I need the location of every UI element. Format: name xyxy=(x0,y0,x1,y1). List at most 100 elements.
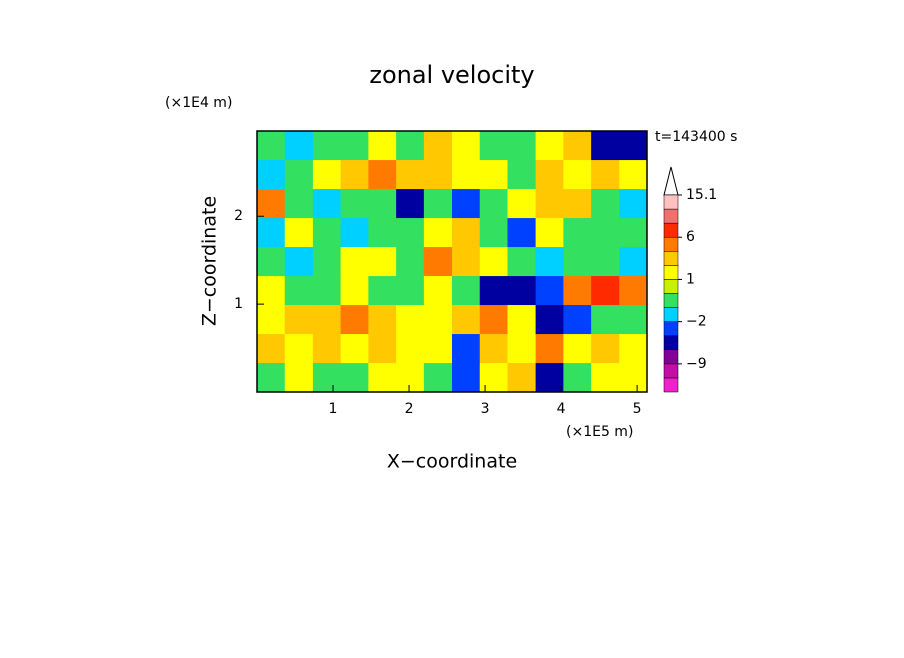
contour-cell xyxy=(284,362,314,393)
contour-cell xyxy=(591,333,620,364)
colorbar-bin xyxy=(663,208,679,224)
contour-cell xyxy=(479,188,508,219)
y-tick-label: 1 xyxy=(234,296,243,312)
contour-cell xyxy=(619,333,648,364)
colorbar-bin xyxy=(663,279,679,294)
contour-cell xyxy=(479,275,508,306)
contour-cell xyxy=(619,246,648,277)
contour-cell xyxy=(507,304,537,335)
contour-cell xyxy=(284,131,314,161)
contour-cell xyxy=(312,362,342,393)
contour-cell xyxy=(507,131,537,161)
contour-cell xyxy=(535,333,564,364)
contour-cell xyxy=(368,131,397,161)
y-unit: (×1E4 m) xyxy=(165,95,232,111)
contour-cell xyxy=(479,217,508,248)
contour-cell xyxy=(423,246,453,277)
contour-cell xyxy=(396,362,425,393)
contour-cell xyxy=(368,275,397,306)
colorbar-tick-label: 6 xyxy=(686,229,695,245)
contour-cell xyxy=(591,304,620,335)
contour-cell xyxy=(479,131,508,161)
colorbar-bin xyxy=(663,377,679,393)
contour-cell xyxy=(312,333,342,364)
time-label: t=143400 s xyxy=(655,129,737,145)
x-tick-label: 1 xyxy=(329,401,338,417)
contour-cell xyxy=(368,246,397,277)
colorbar-bin xyxy=(663,265,679,280)
contour-cell xyxy=(591,188,620,219)
contour-cell xyxy=(423,304,453,335)
contour-cell xyxy=(563,362,592,393)
contour-cell xyxy=(479,333,508,364)
colorbar-bin xyxy=(663,321,679,336)
contour-cell xyxy=(312,246,342,277)
contour-cell xyxy=(396,188,425,219)
contour-cell xyxy=(452,188,481,219)
contour-cell xyxy=(257,333,286,364)
contour-cell xyxy=(368,217,397,248)
contour-cell xyxy=(591,131,620,161)
contour-cell xyxy=(312,159,342,190)
contour-cell xyxy=(479,362,508,393)
contour-cell xyxy=(396,217,425,248)
contour-cell xyxy=(340,188,369,219)
contour-cell xyxy=(396,304,425,335)
contour-cell xyxy=(507,333,537,364)
contour-cell xyxy=(591,217,620,248)
contour-cell xyxy=(591,159,620,190)
contour-cell xyxy=(591,246,620,277)
contour-cell xyxy=(340,131,369,161)
contour-cell xyxy=(507,246,537,277)
contour-cell xyxy=(423,217,453,248)
contour-cell xyxy=(563,275,592,306)
contour-cell xyxy=(284,159,314,190)
contour-cell xyxy=(535,131,564,161)
contour-cell xyxy=(452,275,481,306)
contour-cell xyxy=(535,275,564,306)
contour-cell xyxy=(507,159,537,190)
contour-cell xyxy=(563,217,592,248)
contour-cell xyxy=(591,275,620,306)
contour-cell xyxy=(535,217,564,248)
contour-cell xyxy=(257,304,286,335)
contour-cell xyxy=(312,131,342,161)
x-tick-label: 3 xyxy=(481,401,490,417)
contour-cell xyxy=(340,246,369,277)
contour-cell xyxy=(619,217,648,248)
contour-cell xyxy=(423,131,453,161)
colorbar-tick-label: 1 xyxy=(686,271,695,287)
contour-cell xyxy=(619,131,648,161)
contour-cell xyxy=(479,304,508,335)
colorbar-bin xyxy=(663,335,679,351)
contour-cell xyxy=(257,217,286,248)
x-tick-label: 5 xyxy=(633,401,642,417)
contour-cell xyxy=(368,188,397,219)
contour-cell xyxy=(423,333,453,364)
contour-cell xyxy=(340,217,369,248)
colorbar-bin xyxy=(663,236,679,252)
contour-cell xyxy=(396,159,425,190)
contour-cell xyxy=(563,333,592,364)
contour-cell xyxy=(396,246,425,277)
colorbar-bin xyxy=(663,293,679,308)
colorbar-bin xyxy=(663,251,679,266)
contour-cell xyxy=(507,217,537,248)
contour-cell xyxy=(452,246,481,277)
contour-cell xyxy=(284,304,314,335)
colorbar-bin xyxy=(663,363,679,379)
contour-cell xyxy=(452,362,481,393)
contour-cell xyxy=(619,188,648,219)
contour-cell xyxy=(535,159,564,190)
contour-cell xyxy=(535,188,564,219)
contour-cell xyxy=(619,362,648,393)
colorbar-extend xyxy=(663,166,679,196)
contour-cell xyxy=(452,304,481,335)
chart-title: zonal velocity xyxy=(369,61,534,89)
contour-cell xyxy=(340,362,369,393)
contour-cell xyxy=(257,131,286,161)
contour-cell xyxy=(340,159,369,190)
x-tick-label: 2 xyxy=(405,401,414,417)
x-tick-label: 4 xyxy=(557,401,566,417)
